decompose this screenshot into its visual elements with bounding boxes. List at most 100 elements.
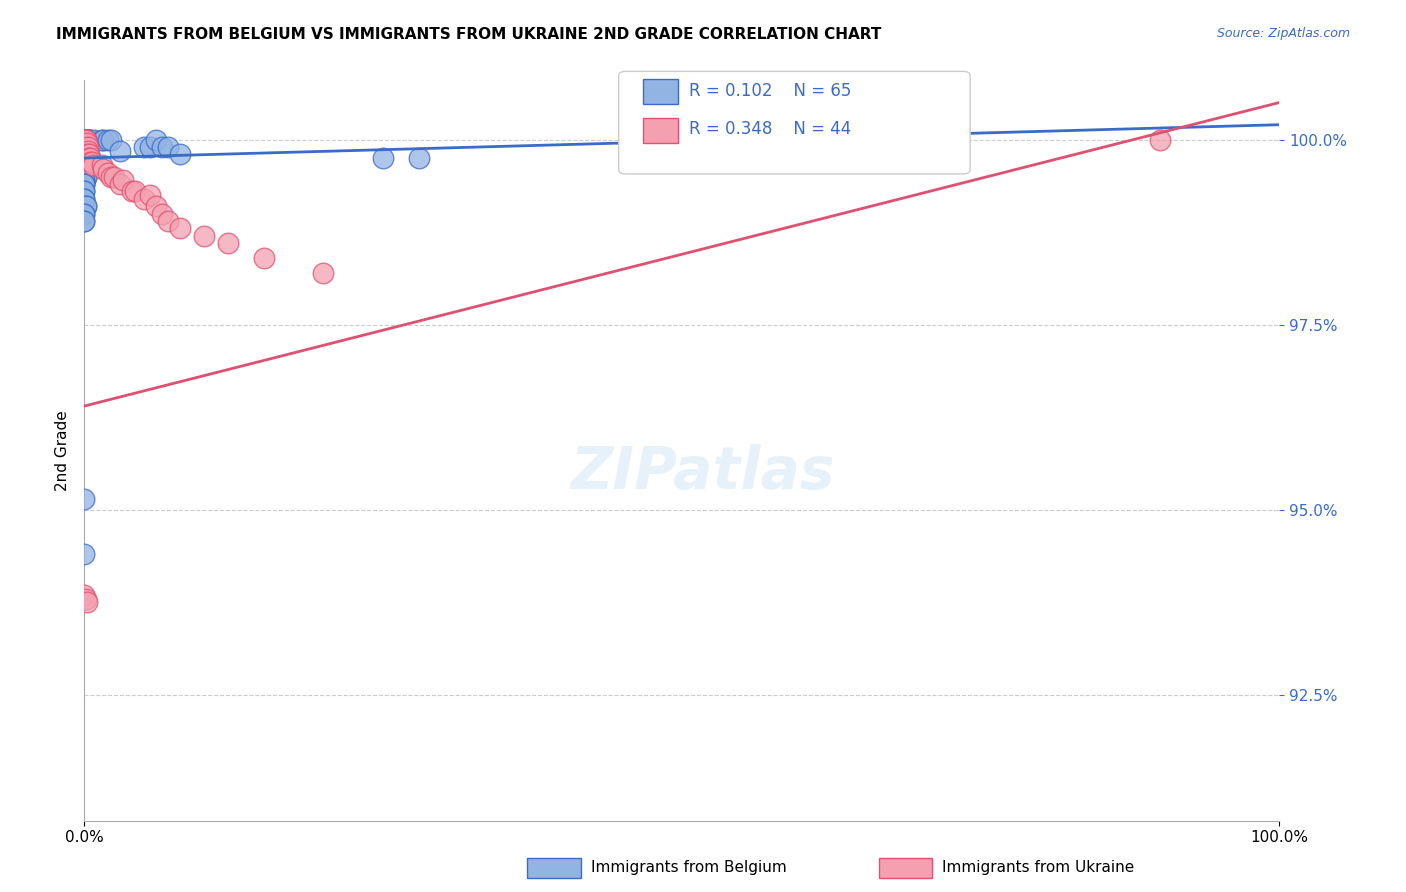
Point: [75, 132, 97, 146]
Text: ZIPatlas: ZIPatlas: [571, 444, 835, 501]
Point: [73, 132, 96, 146]
Point: [75, 169, 97, 184]
Point: [193, 228, 215, 243]
Point: [82, 158, 104, 172]
Point: [139, 188, 162, 202]
Point: [83, 132, 105, 146]
Point: [73, 132, 96, 146]
Point: [77, 140, 100, 154]
Point: [145, 132, 167, 146]
Point: [76, 132, 98, 146]
Point: [169, 147, 191, 161]
Point: [91, 158, 114, 172]
Point: [408, 151, 430, 165]
Point: [79, 151, 101, 165]
Point: [75, 199, 97, 213]
Point: [75, 169, 97, 184]
Text: IMMIGRANTS FROM BELGIUM VS IMMIGRANTS FROM UKRAINE 2ND GRADE CORRELATION CHART: IMMIGRANTS FROM BELGIUM VS IMMIGRANTS FR…: [56, 27, 882, 42]
Point: [91, 132, 114, 146]
Point: [79, 132, 101, 146]
Point: [75, 132, 97, 146]
Point: [73, 132, 96, 146]
Point: [217, 236, 239, 251]
Point: [100, 169, 122, 184]
Point: [157, 214, 180, 228]
Point: [73, 177, 96, 191]
Point: [76, 144, 98, 158]
Text: Immigrants from Belgium: Immigrants from Belgium: [591, 861, 786, 875]
Point: [73, 132, 96, 146]
Point: [73, 173, 96, 187]
Point: [73, 132, 96, 146]
Point: [73, 166, 96, 180]
Point: [73, 491, 96, 506]
Point: [73, 177, 96, 191]
Point: [253, 251, 276, 265]
Point: [97, 166, 120, 180]
Point: [73, 185, 96, 199]
Text: Immigrants from Ukraine: Immigrants from Ukraine: [942, 861, 1135, 875]
Point: [77, 162, 100, 177]
Point: [150, 140, 173, 154]
Point: [76, 136, 98, 151]
Point: [76, 140, 98, 154]
Point: [157, 140, 180, 154]
Point: [73, 214, 96, 228]
Point: [73, 132, 96, 146]
Point: [75, 132, 97, 146]
Point: [110, 144, 132, 158]
Point: [75, 158, 97, 172]
Point: [77, 147, 100, 161]
Point: [73, 132, 96, 146]
Point: [373, 151, 395, 165]
Point: [75, 132, 97, 146]
Point: [124, 185, 146, 199]
Point: [77, 132, 100, 146]
Point: [1149, 132, 1171, 146]
Point: [76, 132, 98, 146]
Point: [75, 158, 97, 172]
Point: [73, 206, 96, 220]
Point: [77, 132, 100, 146]
Point: [75, 132, 97, 146]
Text: R = 0.102    N = 65: R = 0.102 N = 65: [689, 82, 851, 100]
Point: [75, 591, 97, 606]
Point: [73, 132, 96, 146]
Point: [75, 132, 97, 146]
Point: [76, 595, 98, 609]
Point: [169, 221, 191, 235]
Point: [121, 185, 143, 199]
Point: [103, 169, 125, 184]
Point: [77, 151, 100, 165]
Point: [73, 185, 96, 199]
Point: [73, 192, 96, 206]
Point: [73, 588, 96, 602]
Point: [77, 144, 100, 158]
Point: [73, 132, 96, 146]
Point: [76, 132, 98, 146]
Point: [73, 192, 96, 206]
Point: [132, 140, 156, 154]
Point: [97, 132, 120, 146]
Point: [76, 162, 98, 177]
Point: [73, 158, 96, 172]
Point: [145, 199, 167, 213]
Point: [73, 132, 96, 146]
Point: [100, 132, 122, 146]
Point: [73, 132, 96, 146]
Point: [77, 147, 100, 161]
Point: [73, 158, 96, 172]
Text: Source: ZipAtlas.com: Source: ZipAtlas.com: [1216, 27, 1350, 40]
Point: [73, 132, 96, 146]
Point: [73, 132, 96, 146]
Point: [75, 132, 97, 146]
Point: [312, 266, 335, 280]
Point: [73, 166, 96, 180]
Y-axis label: 2nd Grade: 2nd Grade: [55, 410, 70, 491]
Point: [150, 206, 173, 220]
Point: [73, 177, 96, 191]
Point: [110, 177, 132, 191]
Point: [73, 158, 96, 172]
Point: [77, 132, 100, 146]
Point: [75, 132, 97, 146]
